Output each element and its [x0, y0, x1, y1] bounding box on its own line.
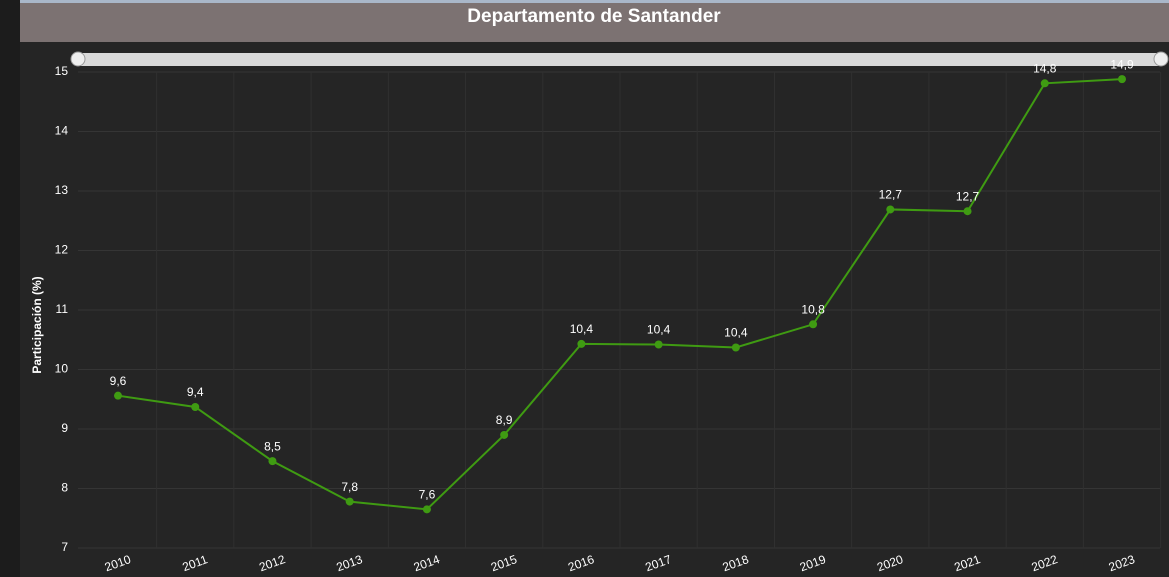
data-label: 10,4 [724, 326, 748, 340]
y-axis-label: Participación (%) [30, 276, 44, 373]
chart-title: Departamento de Santander [467, 6, 721, 27]
y-tick-label: 12 [55, 243, 69, 257]
point [654, 340, 663, 349]
slider-handle-left[interactable] [70, 51, 86, 67]
title-bar-edge [20, 0, 1169, 3]
data-label: 10,4 [570, 322, 594, 336]
title-bar [20, 0, 1169, 42]
y-tick-label: 15 [55, 64, 69, 78]
point [191, 402, 200, 411]
point [268, 457, 277, 466]
data-label: 8,9 [496, 413, 513, 427]
point [577, 339, 586, 348]
y-tick-label: 14 [55, 124, 69, 138]
side-panel [0, 0, 20, 577]
data-label: 12,7 [879, 188, 903, 202]
point [1118, 75, 1126, 84]
range-slider[interactable] [72, 53, 1166, 66]
point [886, 205, 895, 214]
point [422, 505, 431, 514]
point [345, 497, 354, 506]
y-tick-label: 9 [61, 421, 68, 435]
data-label: 9,6 [110, 374, 127, 388]
data-label: 10,4 [647, 323, 671, 337]
y-tick-label: 7 [61, 540, 68, 554]
data-label: 9,4 [187, 385, 204, 399]
point [731, 343, 740, 352]
data-label: 10,8 [801, 302, 825, 316]
point [1040, 79, 1049, 88]
point [963, 207, 972, 216]
data-label: 8,5 [264, 439, 281, 453]
data-label: 14,8 [1033, 61, 1057, 75]
data-label: 7,6 [419, 487, 436, 501]
y-tick-label: 13 [55, 183, 69, 197]
data-label: 7,8 [341, 480, 358, 494]
data-label: 12,7 [956, 189, 980, 203]
point [114, 391, 122, 400]
y-tick-label: 11 [56, 302, 69, 316]
data-label: 14,9 [1110, 57, 1134, 71]
y-tick-label: 8 [61, 481, 68, 495]
slider-handle-right[interactable] [1153, 51, 1169, 67]
point [500, 430, 509, 439]
point [809, 320, 818, 329]
line [117, 78, 1123, 511]
y-tick-label: 10 [55, 362, 69, 376]
